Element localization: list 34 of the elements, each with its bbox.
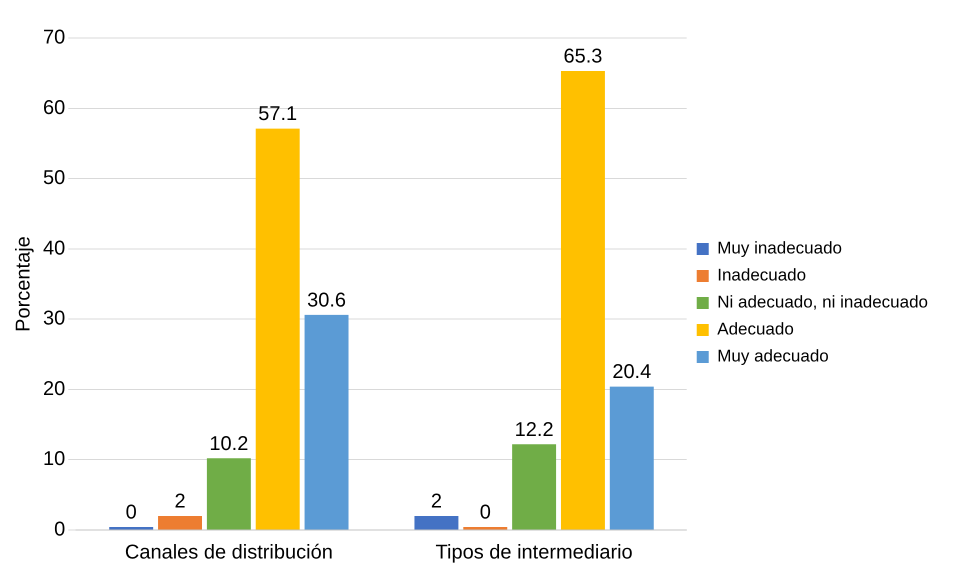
data-label: 2 [174, 490, 186, 512]
bar [512, 444, 556, 530]
data-label: 20.4 [612, 361, 652, 384]
legend-label: Ni adecuado, ni inadecuado [717, 292, 928, 312]
legend-label: Muy adecuado [717, 346, 829, 366]
data-label: 2 [430, 490, 442, 512]
data-label: 65.3 [563, 46, 602, 68]
legend-label: Adecuado [717, 320, 794, 339]
bar [304, 314, 349, 530]
bar [256, 128, 300, 530]
legend-label: Muy inadecuado [717, 238, 842, 258]
y-tick-label: 0 [54, 518, 66, 541]
x-tick-label: Tipos de intermediario [436, 542, 633, 564]
data-label: 12.2 [514, 418, 554, 441]
bar [158, 516, 202, 530]
data-label: 30.6 [307, 289, 346, 312]
y-tick-label: 20 [42, 378, 66, 400]
y-axis-title: Porcentaje [12, 236, 35, 332]
x-tick-label: Canales de distribución [124, 542, 333, 564]
y-tick-label: 50 [42, 167, 66, 190]
data-label: 10.2 [209, 432, 248, 455]
y-tick-label: 30 [42, 308, 66, 330]
data-label: 0 [480, 502, 491, 524]
bar [560, 71, 605, 530]
bar [206, 458, 251, 530]
y-tick-label: 70 [42, 26, 66, 49]
y-tick-label: 40 [42, 237, 66, 260]
bar [414, 516, 458, 530]
y-tick-label: 10 [42, 448, 66, 470]
y-tick-label: 60 [42, 96, 66, 119]
legend-label: Inadecuado [717, 266, 806, 285]
bar [610, 386, 654, 530]
data-label: 57.1 [258, 103, 298, 126]
data-label: 0 [126, 502, 137, 524]
